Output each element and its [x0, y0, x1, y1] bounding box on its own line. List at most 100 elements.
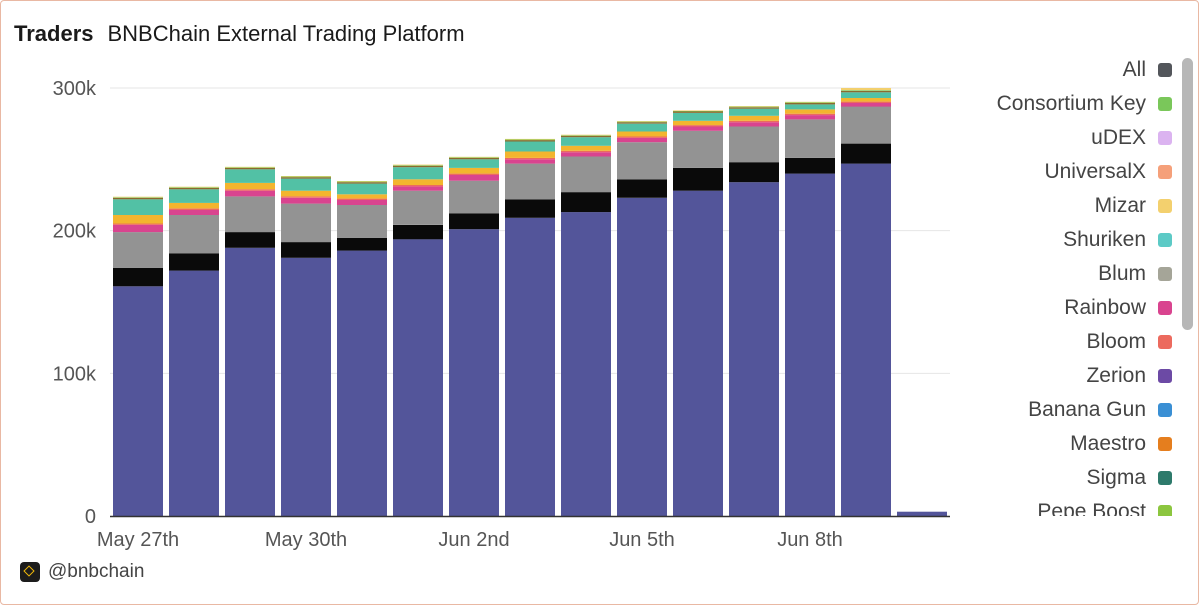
bar-segment[interactable]	[169, 202, 219, 209]
bar-segment[interactable]	[393, 165, 443, 166]
bar-segment[interactable]	[505, 157, 555, 160]
bar-segment[interactable]	[673, 111, 723, 113]
legend-item[interactable]: Banana Gun	[1028, 396, 1172, 424]
bar-segment[interactable]	[449, 173, 499, 175]
bar-segment[interactable]	[785, 173, 835, 516]
legend-item[interactable]: Rainbow	[1064, 294, 1172, 322]
bar-segment[interactable]	[673, 125, 723, 127]
bar-segment[interactable]	[841, 103, 891, 107]
bar-segment[interactable]	[729, 122, 779, 127]
bar-segment[interactable]	[113, 286, 163, 516]
bar-segment[interactable]	[505, 163, 555, 200]
bar-segment[interactable]	[673, 126, 723, 131]
bar-segment[interactable]	[561, 135, 611, 136]
bar-segment[interactable]	[561, 156, 611, 193]
bar-segment[interactable]	[113, 223, 163, 225]
bar-segment[interactable]	[841, 88, 891, 91]
legend-item[interactable]: Mizar	[1095, 192, 1172, 220]
bar-segment[interactable]	[729, 120, 779, 123]
bar-segment[interactable]	[617, 123, 667, 132]
bar-segment[interactable]	[729, 126, 779, 163]
bar-segment[interactable]	[337, 198, 387, 200]
legend-item[interactable]: Shuriken	[1063, 226, 1172, 254]
bar-segment[interactable]	[617, 142, 667, 180]
bar-segment[interactable]	[169, 270, 219, 516]
bar-segment[interactable]	[785, 115, 835, 120]
bar-segment[interactable]	[785, 109, 835, 114]
bar-segment[interactable]	[673, 130, 723, 168]
legend-item[interactable]: Blum	[1098, 260, 1172, 288]
bar-segment[interactable]	[617, 197, 667, 516]
legend-item[interactable]: Consortium Key	[997, 90, 1172, 118]
legend-item[interactable]: Pepe Boost	[1037, 498, 1172, 516]
bar-segment[interactable]	[561, 134, 611, 136]
bar-segment[interactable]	[785, 101, 835, 103]
bar-segment[interactable]	[505, 138, 555, 140]
bar-segment[interactable]	[281, 178, 331, 191]
bar-segment[interactable]	[449, 156, 499, 158]
bar-segment[interactable]	[561, 152, 611, 157]
bar-segment[interactable]	[393, 164, 443, 166]
bar-segment[interactable]	[169, 187, 219, 188]
bar-segment[interactable]	[225, 182, 275, 190]
bar-segment[interactable]	[673, 190, 723, 516]
bar-segment[interactable]	[449, 213, 499, 230]
bar-segment[interactable]	[169, 189, 219, 203]
bar-segment[interactable]	[841, 101, 891, 103]
legend-item[interactable]: All	[1123, 56, 1172, 84]
bar-segment[interactable]	[113, 267, 163, 287]
bar-segment[interactable]	[673, 110, 723, 111]
bar-segment[interactable]	[169, 215, 219, 254]
bar-segment[interactable]	[337, 194, 387, 199]
bar-segment[interactable]	[169, 210, 219, 215]
bar-segment[interactable]	[729, 106, 779, 107]
bar-segment[interactable]	[337, 182, 387, 184]
bar-segment[interactable]	[225, 169, 275, 183]
bar-segment[interactable]	[281, 190, 331, 197]
bar-segment[interactable]	[281, 203, 331, 243]
bar-segment[interactable]	[281, 177, 331, 179]
bar-segment[interactable]	[449, 157, 499, 158]
bar-segment[interactable]	[393, 239, 443, 516]
bar-segment[interactable]	[393, 186, 443, 191]
bar-segment[interactable]	[393, 185, 443, 187]
bar-segment[interactable]	[281, 197, 331, 204]
legend-item[interactable]: Maestro	[1070, 430, 1172, 458]
bar-segment[interactable]	[225, 190, 275, 197]
bar-segment[interactable]	[841, 106, 891, 144]
bar-segment[interactable]	[281, 176, 331, 178]
bar-segment[interactable]	[505, 217, 555, 517]
bar-segment[interactable]	[841, 90, 891, 91]
bar-segment[interactable]	[113, 232, 163, 268]
bar-segment[interactable]	[785, 157, 835, 174]
bar-segment[interactable]	[729, 162, 779, 183]
bar-segment[interactable]	[505, 139, 555, 141]
bar-segment[interactable]	[337, 250, 387, 516]
bar-segment[interactable]	[673, 167, 723, 191]
bar-segment[interactable]	[617, 131, 667, 137]
bar-segment[interactable]	[393, 167, 443, 180]
bar-segment[interactable]	[393, 165, 443, 168]
bar-segment[interactable]	[169, 186, 219, 188]
bar-segment[interactable]	[617, 121, 667, 123]
bar-segment[interactable]	[337, 183, 387, 195]
bar-segment[interactable]	[617, 179, 667, 198]
bar-segment[interactable]	[225, 166, 275, 168]
bar-segment[interactable]	[449, 159, 499, 168]
bar-segment[interactable]	[617, 136, 667, 138]
bar-segment[interactable]	[337, 237, 387, 251]
bar-segment[interactable]	[449, 157, 499, 160]
bar-segment[interactable]	[225, 232, 275, 248]
bar-segment[interactable]	[505, 199, 555, 218]
bar-segment[interactable]	[673, 113, 723, 121]
bar-segment[interactable]	[729, 106, 779, 108]
bar-segment[interactable]	[169, 187, 219, 190]
bar-segment[interactable]	[841, 92, 891, 98]
bar-segment[interactable]	[225, 189, 275, 191]
bar-segment[interactable]	[337, 200, 387, 205]
bar-segment[interactable]	[113, 197, 163, 198]
bar-segment[interactable]	[225, 167, 275, 170]
bar-segment[interactable]	[561, 212, 611, 516]
bar-segment[interactable]	[729, 115, 779, 121]
legend-item[interactable]: uDEX	[1091, 124, 1172, 152]
